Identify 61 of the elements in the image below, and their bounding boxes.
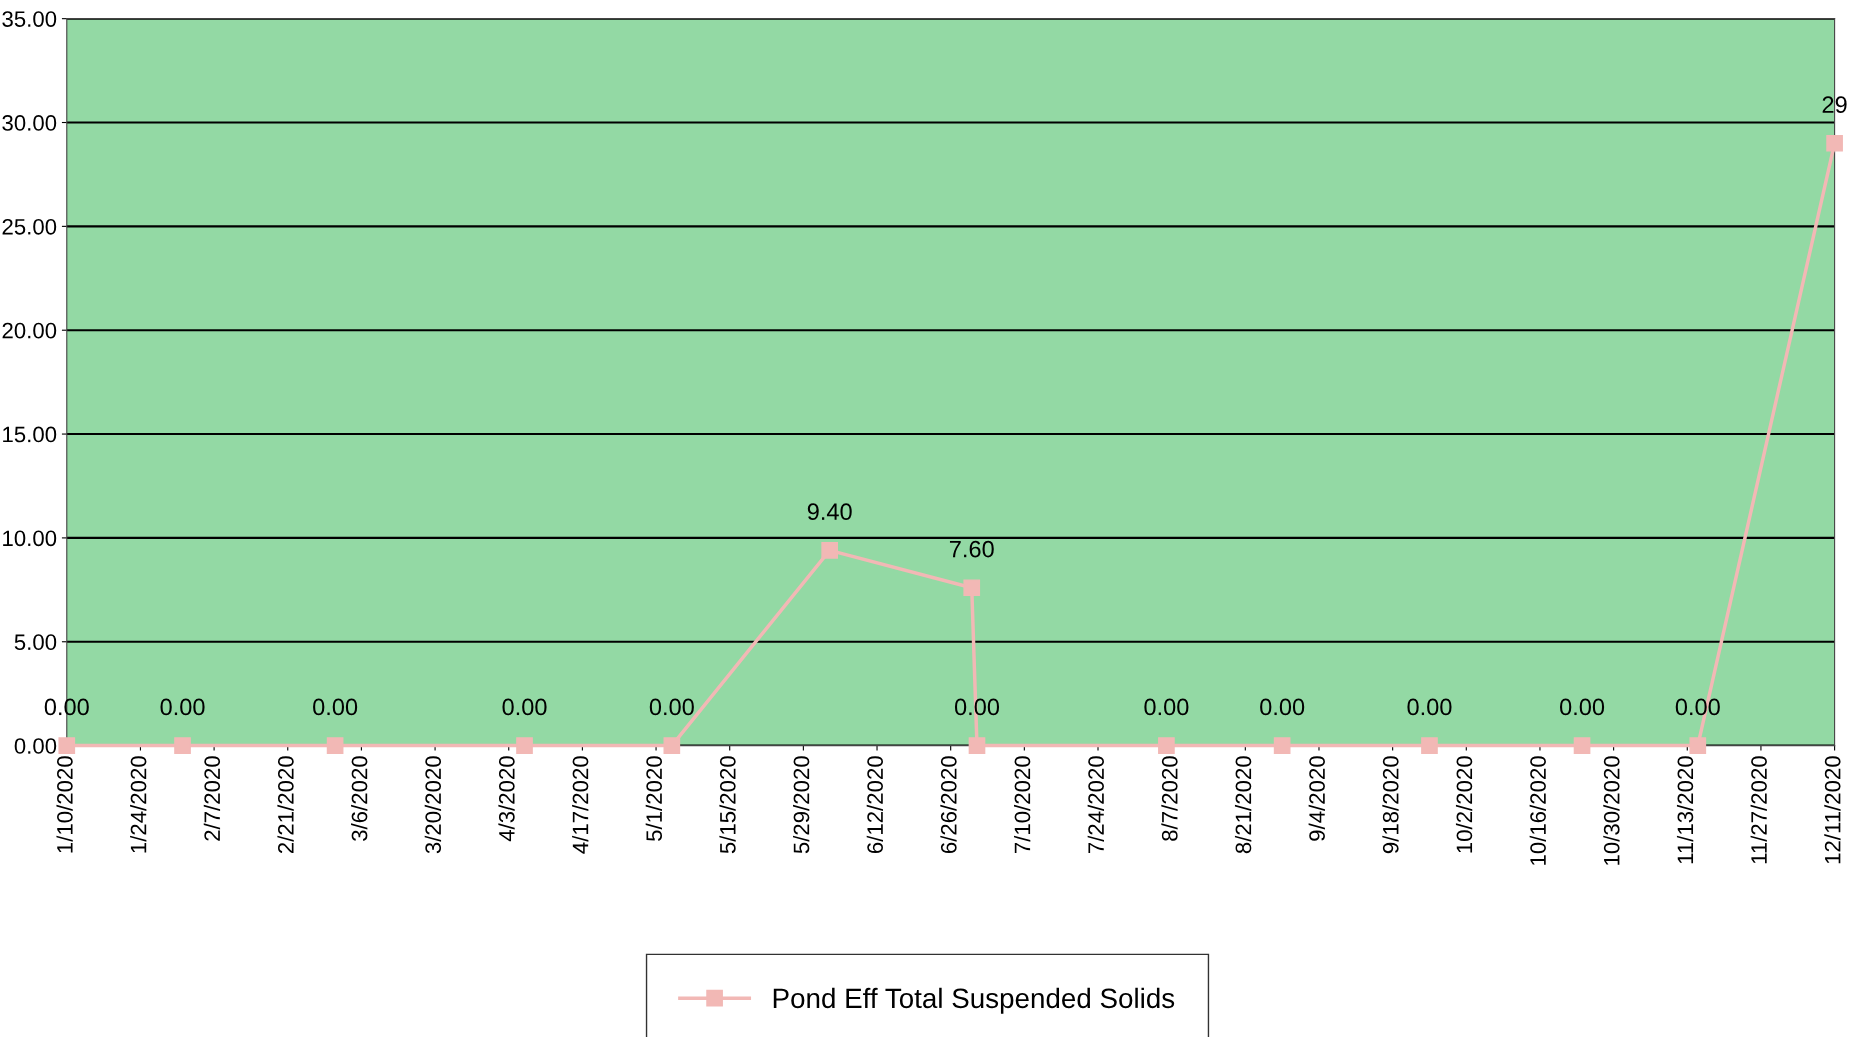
point (1573, 737, 1591, 754)
data-label: 7.60 (949, 540, 994, 558)
point (58, 737, 76, 754)
x-tick-label: 4/3/2020 (498, 756, 515, 842)
y-tick-label: 35.00 (2, 11, 57, 27)
x-tick-label: 2/7/2020 (203, 756, 221, 841)
x-tick-label: 1/10/2020 (56, 756, 73, 853)
y-tick-label: 10.00 (3, 530, 57, 547)
point (1158, 737, 1175, 754)
x-tick-label: 5/29/2020 (793, 756, 810, 854)
x-tick-label: 3/20/2020 (424, 756, 442, 854)
x-tick-label: 4/17/2020 (572, 756, 589, 854)
point (968, 737, 986, 754)
data-label: 0.00 (954, 698, 1000, 716)
point (326, 737, 344, 754)
x-tick-label: 10/30/2020 (1603, 756, 1620, 865)
point (516, 737, 533, 754)
x-tick-label: 9/4/2020 (1308, 756, 1325, 841)
x-tick-label: 6/12/2020 (866, 756, 883, 854)
data-label: 0.00 (44, 698, 89, 716)
data-label: 0.00 (1260, 698, 1305, 716)
y-tick-label: 30.00 (2, 115, 57, 131)
data-label: 0.00 (160, 698, 205, 716)
x-tick-label: 12/11/2020 (1824, 756, 1841, 864)
x-tick-label: 10/2/2020 (1455, 756, 1473, 853)
x-tick-label: 8/7/2020 (1161, 756, 1178, 841)
x-tick-label: 10/16/2020 (1529, 756, 1546, 865)
point (1826, 134, 1843, 152)
legend-label: Pond Eff Total Suspended Solids (773, 987, 1175, 1014)
data-label: 0.00 (1675, 698, 1720, 716)
x-tick-label: 6/26/2020 (940, 756, 957, 854)
y-tick-label: 5.00 (14, 634, 57, 651)
point (821, 542, 839, 559)
data-label: 0.00 (313, 698, 358, 716)
x-tick-label: 5/15/2020 (719, 756, 736, 854)
point (1689, 737, 1707, 754)
x-tick-label: 7/10/2020 (1013, 756, 1031, 854)
x-tick-label: 9/18/2020 (1382, 756, 1399, 854)
point (1421, 737, 1438, 754)
x-tick-label: 11/27/2020 (1750, 756, 1767, 864)
x-tick-label: 11/13/2020 (1676, 756, 1694, 864)
x-tick-label: 7/24/2020 (1087, 756, 1104, 854)
y-tick-label: 20.00 (2, 322, 57, 339)
data-label: 9.40 (807, 503, 852, 521)
x-tick-label: 8/21/2020 (1234, 756, 1252, 854)
y-tick-label: 0.00 (14, 738, 57, 754)
data-label: 0.00 (1144, 698, 1189, 716)
x-tick-label: 1/24/2020 (130, 756, 147, 853)
data-label: 0.00 (649, 698, 694, 716)
point (174, 737, 191, 754)
data-label: 0.00 (1560, 698, 1605, 716)
x-tick-label: 2/21/2020 (277, 756, 294, 854)
data-label: 0.00 (502, 698, 547, 716)
point (663, 737, 681, 754)
point (963, 579, 981, 597)
x-tick-label: 5/1/2020 (645, 756, 663, 841)
y-tick-label: 25.00 (2, 218, 57, 235)
point (1273, 737, 1291, 754)
data-label: 0.00 (1407, 698, 1452, 716)
y-tick-label: 15.00 (3, 426, 57, 443)
x-tick-label: 3/6/2020 (351, 756, 368, 841)
